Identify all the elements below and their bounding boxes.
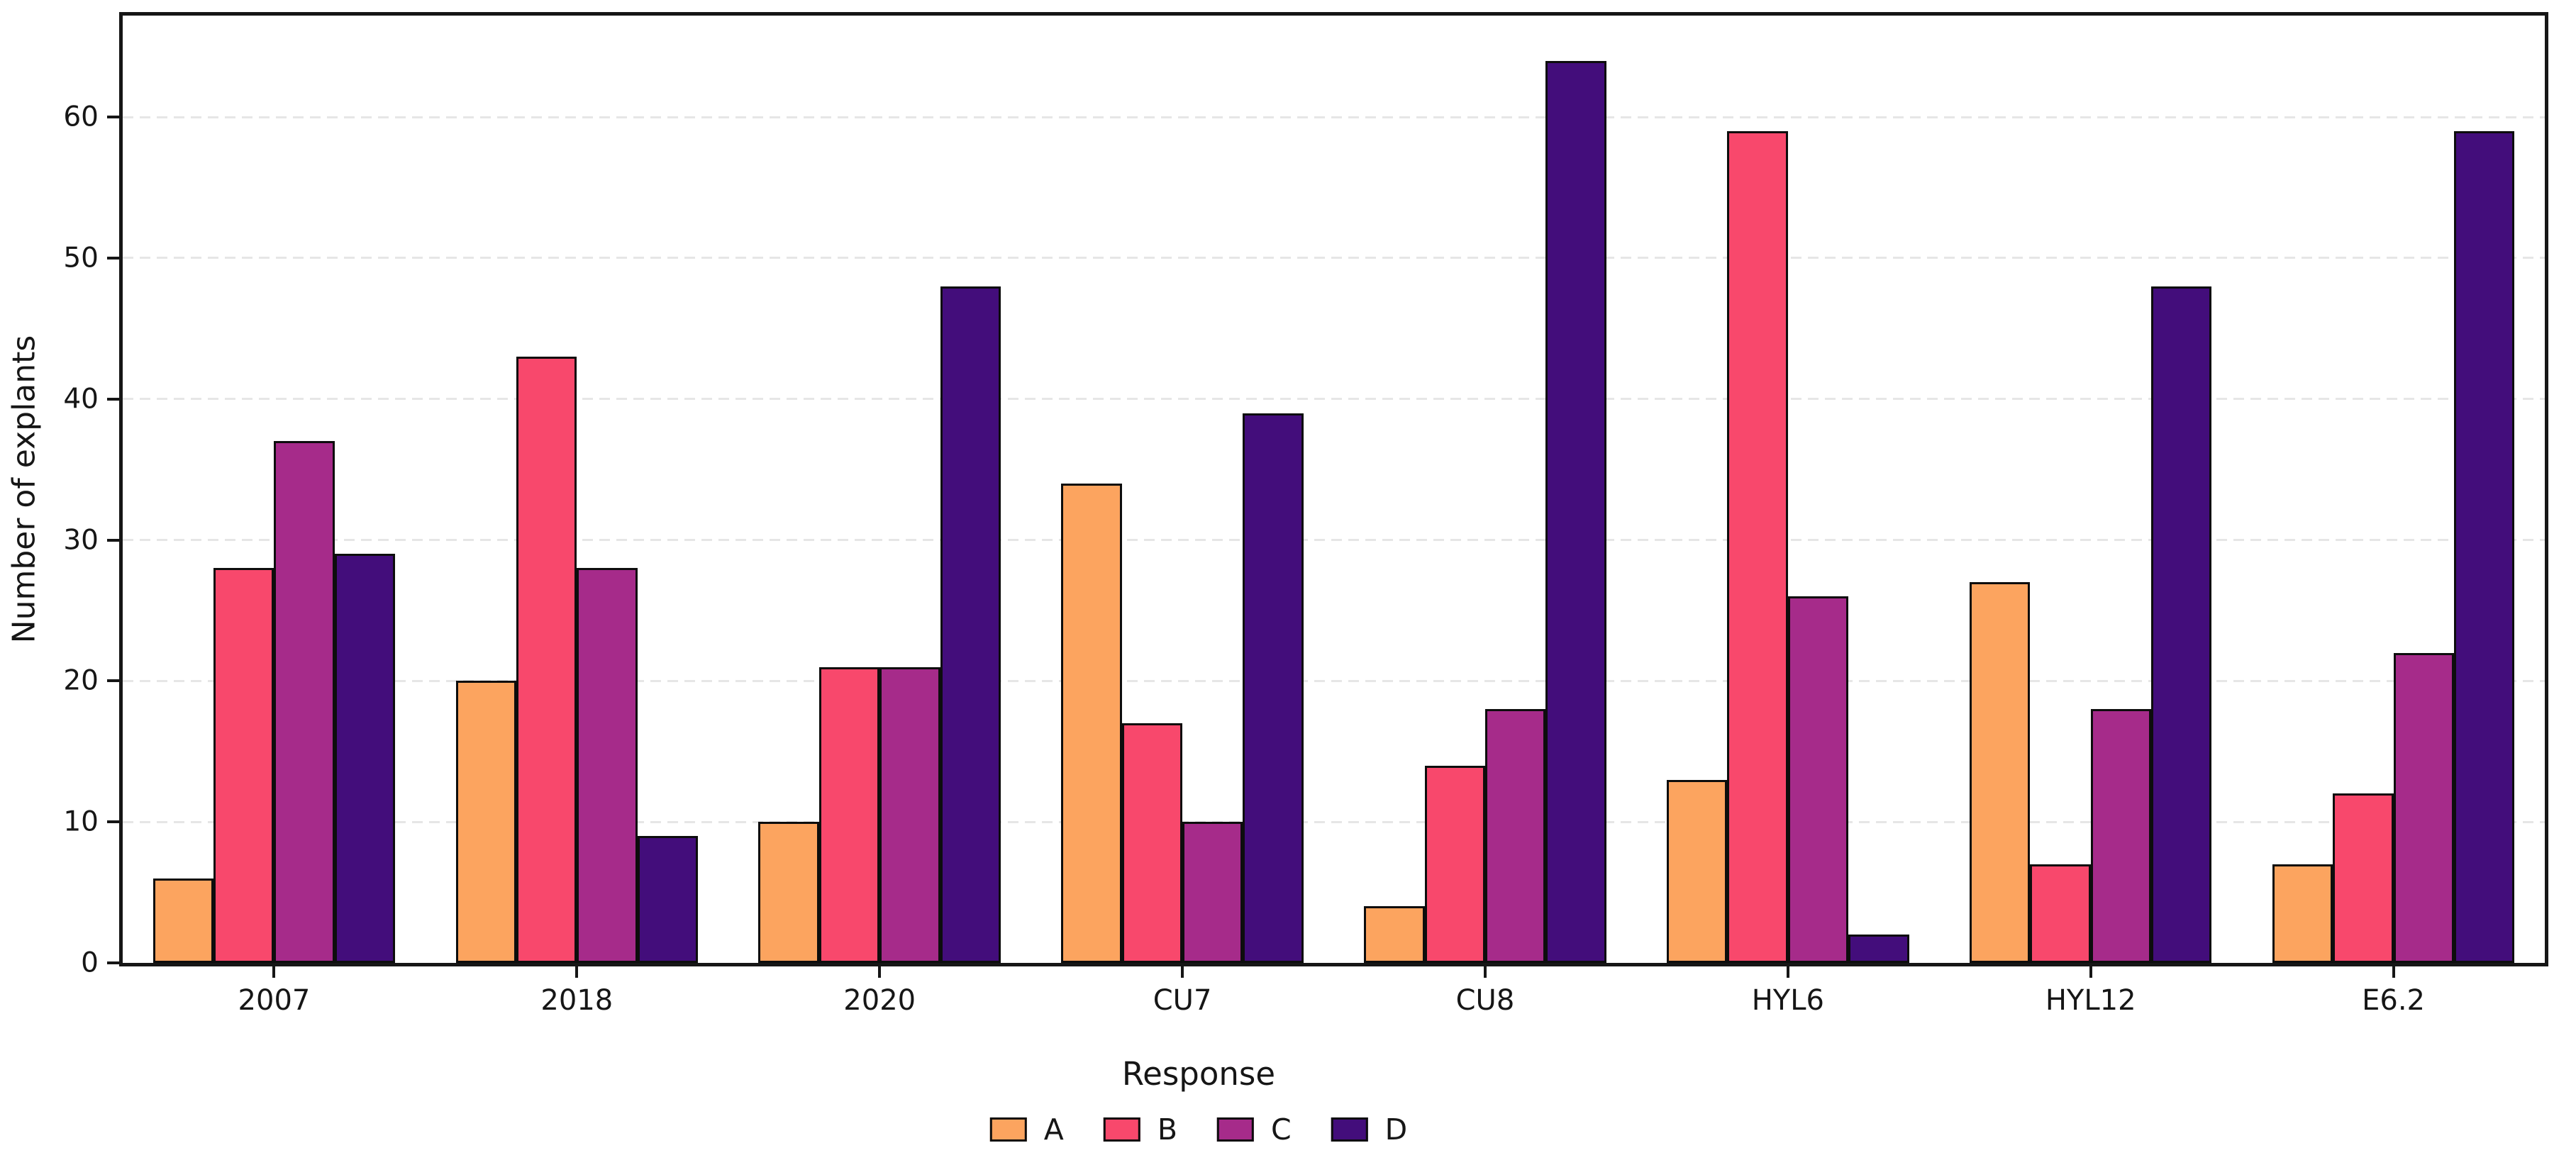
bar-D-HYL12 <box>2151 286 2212 963</box>
bar-C-2020 <box>879 667 940 963</box>
y-axis-title: Number of explants <box>6 335 43 644</box>
y-tick-label-20: 20 <box>63 664 99 697</box>
y-tick-label-50: 50 <box>63 242 99 274</box>
bar-B-2020 <box>818 667 880 963</box>
y-tick-label-10: 10 <box>63 805 99 838</box>
x-tick-label-CU8: CU8 <box>1455 984 1515 1017</box>
y-tick-label-30: 30 <box>63 524 99 557</box>
x-tick-mark-2020 <box>878 966 882 978</box>
y-tick-mark-50 <box>107 256 119 260</box>
bar-D-CU7 <box>1243 413 1304 963</box>
bar-D-HYL6 <box>1848 935 1909 963</box>
bar-A-2018 <box>455 681 516 963</box>
bar-A-2020 <box>758 822 819 963</box>
y-tick-mark-20 <box>107 679 119 683</box>
bar-B-HYL6 <box>1727 131 1788 963</box>
bar-A-E6.2 <box>2272 864 2333 963</box>
bar-D-2018 <box>637 836 699 963</box>
bar-D-2020 <box>940 286 1001 963</box>
bar-B-E6.2 <box>2333 793 2394 963</box>
x-tick-mark-CU8 <box>1483 966 1487 978</box>
x-tick-mark-HYL6 <box>1786 966 1789 978</box>
gridline-y-30 <box>123 539 2545 542</box>
bar-B-2007 <box>213 568 274 963</box>
x-tick-label-HYL6: HYL6 <box>1751 984 1824 1017</box>
bar-B-CU8 <box>1424 765 1485 963</box>
bar-D-CU8 <box>1545 60 1606 963</box>
bar-B-2018 <box>516 357 577 963</box>
legend-swatch-B <box>1103 1117 1140 1142</box>
legend: Response A B C D <box>989 1055 1408 1147</box>
y-tick-label-0: 0 <box>81 947 99 979</box>
bar-D-2007 <box>334 554 396 963</box>
gridline-y-20 <box>123 679 2545 682</box>
legend-swatch-C <box>1216 1117 1254 1142</box>
bar-A-2007 <box>152 878 214 963</box>
bar-C-CU8 <box>1484 709 1546 963</box>
x-tick-mark-CU7 <box>1181 966 1184 978</box>
x-tick-mark-2007 <box>272 966 276 978</box>
bar-A-HYL6 <box>1667 779 1728 963</box>
x-tick-label-CU7: CU7 <box>1153 984 1212 1017</box>
gridline-y-50 <box>123 257 2545 260</box>
plot-area <box>119 12 2548 966</box>
x-tick-label-2020: 2020 <box>843 984 916 1017</box>
bar-C-HYL12 <box>2090 709 2152 963</box>
legend-label-D: D <box>1384 1112 1408 1147</box>
gridline-y-40 <box>123 398 2545 401</box>
y-tick-label-60: 60 <box>63 101 99 133</box>
y-tick-mark-60 <box>107 116 119 119</box>
legend-entry-C: C <box>1216 1112 1292 1147</box>
legend-label-B: B <box>1157 1112 1177 1147</box>
bar-B-CU7 <box>1121 723 1183 963</box>
y-tick-mark-40 <box>107 397 119 401</box>
x-tick-label-2018: 2018 <box>540 984 614 1017</box>
bar-C-HYL6 <box>1787 596 1849 963</box>
legend-label-C: C <box>1270 1112 1292 1147</box>
x-tick-label-E6.2: E6.2 <box>2362 984 2426 1017</box>
x-tick-mark-HYL12 <box>2089 966 2092 978</box>
legend-swatch-A <box>989 1117 1027 1142</box>
legend-entry-B: B <box>1103 1112 1177 1147</box>
bar-C-E6.2 <box>2393 652 2454 963</box>
x-tick-label-2007: 2007 <box>238 984 311 1017</box>
bar-B-HYL12 <box>2030 864 2091 963</box>
bar-C-CU7 <box>1182 822 1243 963</box>
legend-title: Response <box>1121 1055 1276 1093</box>
x-tick-mark-E6.2 <box>2392 966 2395 978</box>
y-tick-mark-30 <box>107 538 119 542</box>
bar-A-CU8 <box>1364 906 1425 963</box>
y-tick-label-40: 40 <box>63 383 99 416</box>
y-tick-mark-0 <box>107 961 119 964</box>
x-tick-mark-2018 <box>575 966 579 978</box>
bar-C-2007 <box>274 441 335 963</box>
legend-swatch-D <box>1331 1117 1368 1142</box>
legend-label-A: A <box>1043 1112 1064 1147</box>
y-tick-mark-10 <box>107 820 119 824</box>
bar-A-HYL12 <box>1969 582 2031 963</box>
legend-items: A B C D <box>989 1112 1408 1147</box>
bar-D-E6.2 <box>2453 131 2515 963</box>
bar-C-2018 <box>577 568 638 963</box>
gridline-y-60 <box>123 116 2545 118</box>
x-tick-label-HYL12: HYL12 <box>2045 984 2136 1017</box>
legend-entry-D: D <box>1331 1112 1408 1147</box>
bar-A-CU7 <box>1061 484 1122 963</box>
gridline-y-10 <box>123 820 2545 823</box>
legend-entry-A: A <box>989 1112 1064 1147</box>
